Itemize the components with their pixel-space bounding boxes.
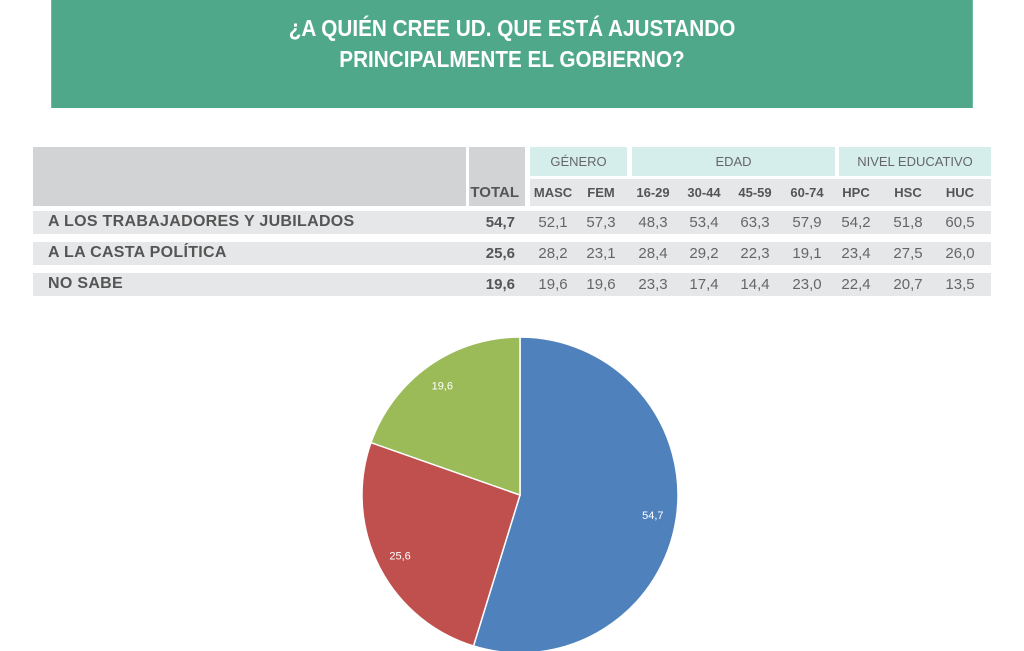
row-total: 19,6 <box>485 276 515 293</box>
row-label: NO SABE <box>48 275 123 292</box>
pie-data-label: 54,7 <box>642 510 663 522</box>
row-value: 53,4 <box>689 214 719 231</box>
row-label: A LA CASTA POLÍTICA <box>48 244 227 261</box>
subheader-60-74: 60-74 <box>790 185 824 200</box>
row-value: 22,4 <box>841 276 871 293</box>
row-value: 23,3 <box>638 276 668 293</box>
subheader-fem: FEM <box>587 185 615 200</box>
row-value: 28,4 <box>638 245 668 262</box>
subheader-masc: MASC <box>533 185 573 200</box>
row-value: 57,9 <box>792 214 822 231</box>
row-value: 13,5 <box>945 276 975 293</box>
title-banner: ¿A QUIÉN CREE UD. QUE ESTÁ AJUSTANDO PRI… <box>51 0 973 108</box>
subheader-huc: HUC <box>945 185 975 200</box>
row-value: 48,3 <box>638 214 668 231</box>
pie-slice-1 <box>361 441 521 647</box>
row-total: 25,6 <box>485 245 515 262</box>
row-value: 26,0 <box>945 245 975 262</box>
subheader-hsc: HSC <box>894 185 922 200</box>
total-header-cell: TOTAL <box>469 147 525 206</box>
row-total: 54,7 <box>485 214 515 231</box>
title-line-1: ¿A QUIÉN CREE UD. QUE ESTÁ AJUSTANDO <box>288 15 736 41</box>
row-value: 17,4 <box>689 276 719 293</box>
row-value: 19,6 <box>538 276 568 293</box>
header-blank <box>33 147 466 206</box>
row-value: 22,3 <box>740 245 770 262</box>
group-genero: GÉNERO <box>530 147 627 176</box>
row-label: A LOS TRABAJADORES Y JUBILADOS <box>48 213 355 230</box>
group-nivel-educativo: NIVEL EDUCATIVO <box>839 147 991 176</box>
table-row <box>33 242 991 265</box>
row-value: 29,2 <box>689 245 719 262</box>
row-value: 27,5 <box>893 245 923 262</box>
row-value: 60,5 <box>945 214 975 231</box>
subheader-45-59: 45-59 <box>738 185 772 200</box>
row-value: 19,1 <box>792 245 822 262</box>
total-header: TOTAL <box>470 184 519 201</box>
row-value: 19,6 <box>586 276 616 293</box>
row-value: 20,7 <box>893 276 923 293</box>
subheader-16-29: 16-29 <box>636 185 670 200</box>
subheader-30-44: 30-44 <box>687 185 721 200</box>
title-line-2: PRINCIPALMENTE EL GOBIERNO? <box>339 46 685 72</box>
subheader-row <box>530 179 991 206</box>
table-row <box>33 273 991 296</box>
subheader-hpc: HPC <box>842 185 870 200</box>
row-value: 51,8 <box>893 214 923 231</box>
row-value: 28,2 <box>538 245 568 262</box>
table-row <box>33 211 991 234</box>
pie-data-label: 25,6 <box>389 550 410 562</box>
pie-slice-0 <box>472 336 679 651</box>
row-value: 23,0 <box>792 276 822 293</box>
row-value: 57,3 <box>586 214 616 231</box>
group-edad: EDAD <box>632 147 835 176</box>
row-value: 23,4 <box>841 245 871 262</box>
row-value: 14,4 <box>740 276 770 293</box>
pie-slice-2 <box>369 336 521 497</box>
row-value: 63,3 <box>740 214 770 231</box>
row-value: 52,1 <box>538 214 568 231</box>
row-value: 23,1 <box>586 245 616 262</box>
row-value: 54,2 <box>841 214 871 231</box>
pie-data-label: 19,6 <box>432 380 453 392</box>
